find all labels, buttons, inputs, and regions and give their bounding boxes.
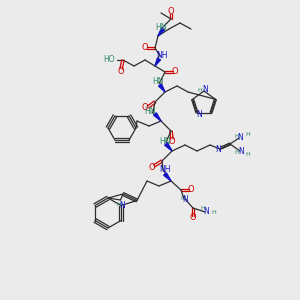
- Polygon shape: [165, 143, 172, 151]
- Text: N: N: [120, 200, 125, 209]
- Text: N: N: [215, 145, 221, 154]
- Text: O: O: [149, 163, 155, 172]
- Text: N: N: [182, 194, 188, 203]
- Text: O: O: [190, 214, 196, 223]
- Text: H: H: [201, 206, 206, 211]
- Text: O: O: [142, 44, 148, 52]
- Polygon shape: [155, 58, 160, 66]
- Text: N: N: [238, 146, 244, 155]
- Text: HO: HO: [103, 56, 115, 64]
- Text: N: N: [202, 85, 208, 94]
- Text: H: H: [212, 209, 216, 214]
- Text: O: O: [118, 67, 124, 76]
- Text: H: H: [235, 134, 239, 140]
- Text: N: N: [203, 208, 209, 217]
- Text: H: H: [246, 152, 250, 158]
- Text: H: H: [198, 88, 203, 92]
- Text: O: O: [168, 8, 174, 16]
- Text: H: H: [116, 202, 121, 208]
- Text: H: H: [235, 149, 239, 154]
- Text: O: O: [169, 136, 175, 146]
- Text: H: H: [246, 133, 250, 137]
- Polygon shape: [164, 173, 171, 181]
- Text: O: O: [142, 103, 148, 112]
- Text: NH: NH: [156, 52, 168, 61]
- Text: HN: HN: [155, 22, 167, 32]
- Text: HN: HN: [152, 77, 164, 86]
- Text: O: O: [172, 68, 178, 76]
- Text: N: N: [237, 133, 243, 142]
- Polygon shape: [158, 84, 165, 92]
- Polygon shape: [154, 113, 161, 121]
- Text: N: N: [196, 110, 202, 119]
- Text: O: O: [188, 185, 194, 194]
- Polygon shape: [158, 28, 164, 36]
- Text: H: H: [181, 196, 185, 202]
- Text: HN: HN: [144, 107, 156, 116]
- Text: NH: NH: [159, 166, 171, 175]
- Text: HN: HN: [159, 136, 171, 146]
